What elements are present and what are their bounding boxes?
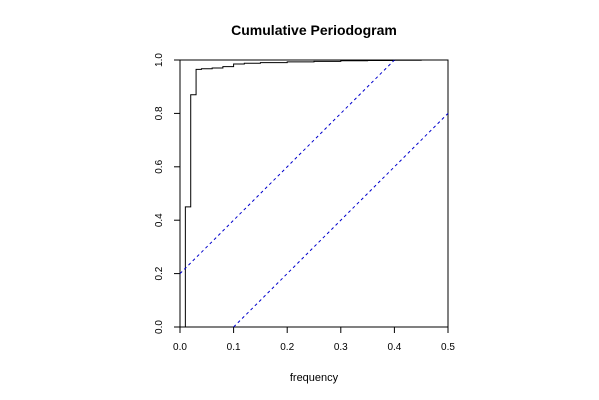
y-axis: 0.0 0.2 0.4 0.6 0.8 1.0 bbox=[154, 53, 180, 334]
y-tick-label: 0.8 bbox=[154, 106, 165, 120]
x-axis-title: frequency bbox=[290, 372, 339, 384]
y-tick-label: 0.0 bbox=[154, 320, 165, 334]
y-tick-label: 0.2 bbox=[154, 266, 165, 280]
series-layer bbox=[179, 59, 449, 328]
x-tick-label: 0.3 bbox=[334, 342, 348, 353]
x-tick-label: 0.1 bbox=[227, 342, 241, 353]
y-tick-label: 0.6 bbox=[154, 159, 165, 173]
x-tick-label: 0.5 bbox=[441, 342, 455, 353]
y-tick-label: 1.0 bbox=[154, 53, 165, 67]
chart-title: Cumulative Periodogram bbox=[231, 22, 397, 38]
y-tick-label: 0.4 bbox=[154, 213, 165, 227]
x-axis: 0.0 0.1 0.2 0.3 0.4 0.5 bbox=[173, 327, 455, 353]
confidence-bound-line bbox=[233, 113, 449, 328]
plot-frame bbox=[179, 59, 449, 328]
confidence-bound-line bbox=[179, 59, 395, 274]
x-tick-label: 0.0 bbox=[173, 342, 187, 353]
cumulative-periodogram-line bbox=[184, 59, 448, 327]
x-tick-label: 0.2 bbox=[280, 342, 294, 353]
x-tick-label: 0.4 bbox=[387, 342, 401, 353]
